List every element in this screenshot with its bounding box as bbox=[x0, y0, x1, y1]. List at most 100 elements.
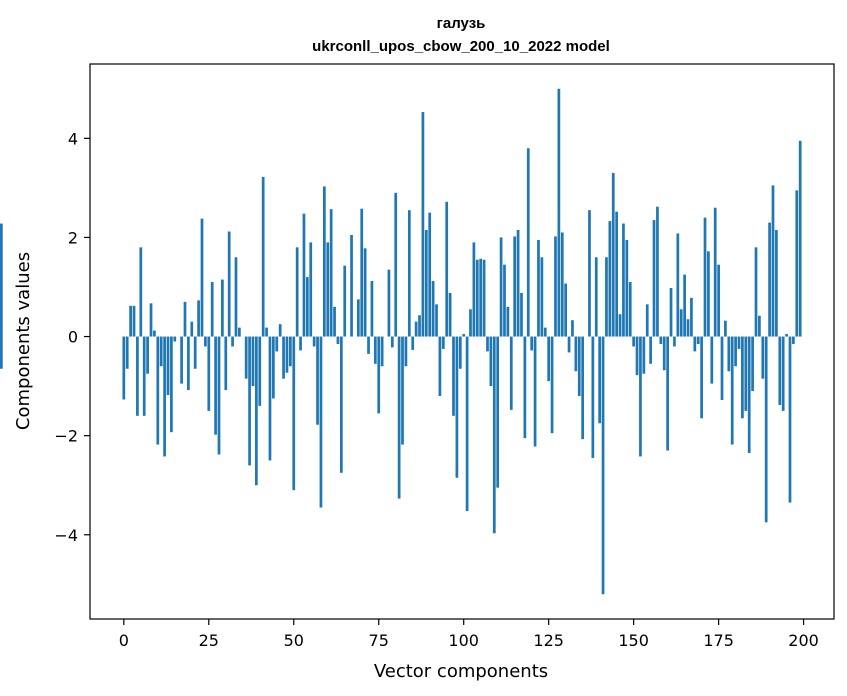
bar-133 bbox=[574, 336, 578, 372]
bar-107 bbox=[486, 336, 489, 352]
bar-99 bbox=[458, 336, 462, 369]
bar-73 bbox=[370, 281, 374, 337]
bar-190 bbox=[768, 222, 771, 337]
bar-116 bbox=[516, 230, 520, 337]
bar-191 bbox=[771, 185, 775, 337]
bar-186 bbox=[754, 247, 758, 337]
bar-184 bbox=[747, 336, 751, 453]
y-tick-label: 4 bbox=[68, 129, 78, 148]
bar-61 bbox=[329, 209, 333, 337]
x-tick-label: 125 bbox=[533, 631, 564, 650]
bar-98 bbox=[455, 336, 459, 478]
bar-172 bbox=[707, 251, 710, 337]
bar-11 bbox=[159, 336, 163, 367]
y-tick-label: −2 bbox=[54, 427, 78, 446]
bar-132 bbox=[571, 320, 574, 337]
bar-26 bbox=[210, 282, 214, 337]
bar-undefined bbox=[0, 336, 3, 369]
bar-80 bbox=[394, 192, 398, 337]
bar-159 bbox=[662, 336, 666, 371]
bar-64 bbox=[339, 336, 343, 473]
bar-48 bbox=[285, 336, 289, 373]
bar-122 bbox=[537, 239, 540, 337]
x-tick-label: 75 bbox=[369, 631, 389, 650]
bar-67 bbox=[350, 234, 353, 337]
bar-108 bbox=[489, 336, 493, 387]
bar-27 bbox=[214, 336, 217, 435]
bar-46 bbox=[278, 324, 282, 337]
bar-33 bbox=[234, 257, 238, 337]
bar-29 bbox=[221, 279, 224, 337]
bar-147 bbox=[622, 223, 625, 337]
bar-19 bbox=[187, 336, 190, 391]
bar-144 bbox=[611, 173, 615, 337]
bar-151 bbox=[635, 336, 639, 376]
y-axis-ticks: −4 −2 0 2 4 bbox=[54, 129, 90, 545]
bar-188 bbox=[761, 336, 765, 379]
bar-109 bbox=[492, 336, 496, 534]
bar-78 bbox=[387, 269, 391, 337]
bar-0 bbox=[122, 336, 126, 400]
bar-14 bbox=[170, 336, 173, 433]
bar-5 bbox=[139, 247, 143, 337]
bar-170 bbox=[700, 336, 703, 419]
bar-175 bbox=[717, 264, 720, 337]
bar-70 bbox=[360, 208, 364, 337]
bar-8 bbox=[149, 303, 153, 337]
bar-41 bbox=[261, 176, 265, 337]
bar-9 bbox=[153, 330, 156, 337]
bar-150 bbox=[632, 336, 635, 347]
bar-103 bbox=[472, 242, 476, 337]
bar-125 bbox=[547, 336, 551, 382]
bar-75 bbox=[377, 336, 381, 414]
bar-143 bbox=[608, 221, 612, 337]
bar-110 bbox=[496, 336, 500, 488]
bar-58 bbox=[319, 336, 323, 508]
bar-63 bbox=[336, 336, 340, 344]
bar-118 bbox=[523, 336, 527, 439]
bar-115 bbox=[513, 236, 517, 337]
bar-154 bbox=[645, 304, 649, 337]
bar-139 bbox=[594, 257, 598, 337]
bar-25 bbox=[207, 336, 211, 411]
bar-163 bbox=[676, 233, 680, 337]
bar-195 bbox=[785, 334, 788, 337]
bar-192 bbox=[775, 230, 778, 337]
bar-96 bbox=[448, 292, 452, 337]
bar-30 bbox=[224, 336, 228, 391]
bar-146 bbox=[618, 314, 622, 337]
y-axis-label: Components values bbox=[13, 252, 34, 430]
x-tick-label: 50 bbox=[284, 631, 304, 650]
bars-group bbox=[0, 88, 802, 595]
bar-82 bbox=[401, 336, 404, 445]
bar-90 bbox=[428, 212, 432, 337]
bar-91 bbox=[431, 281, 435, 337]
bar-176 bbox=[720, 336, 724, 400]
bar-17 bbox=[180, 336, 183, 384]
bar-152 bbox=[639, 336, 642, 457]
bar-62 bbox=[333, 306, 336, 337]
bar-179 bbox=[730, 336, 734, 445]
bar-2 bbox=[129, 305, 132, 337]
x-tick-label: 175 bbox=[703, 631, 734, 650]
bar-20 bbox=[190, 321, 194, 337]
bar-189 bbox=[764, 336, 768, 523]
x-tick-label: 150 bbox=[618, 631, 649, 650]
bar-56 bbox=[312, 336, 316, 347]
bar-3 bbox=[132, 305, 136, 337]
x-tick-label: 0 bbox=[119, 631, 129, 650]
bar-177 bbox=[724, 320, 727, 337]
bar-43 bbox=[268, 336, 272, 461]
bar-165 bbox=[683, 274, 686, 337]
bar-130 bbox=[564, 283, 568, 337]
bar-72 bbox=[367, 336, 370, 354]
bar-106 bbox=[482, 259, 486, 337]
bar-60 bbox=[326, 242, 330, 337]
bar-101 bbox=[465, 336, 469, 511]
bar-24 bbox=[204, 336, 207, 347]
bar-55 bbox=[309, 242, 313, 337]
bar-168 bbox=[693, 336, 697, 352]
bar-87 bbox=[418, 315, 421, 337]
bar-7 bbox=[146, 336, 149, 374]
